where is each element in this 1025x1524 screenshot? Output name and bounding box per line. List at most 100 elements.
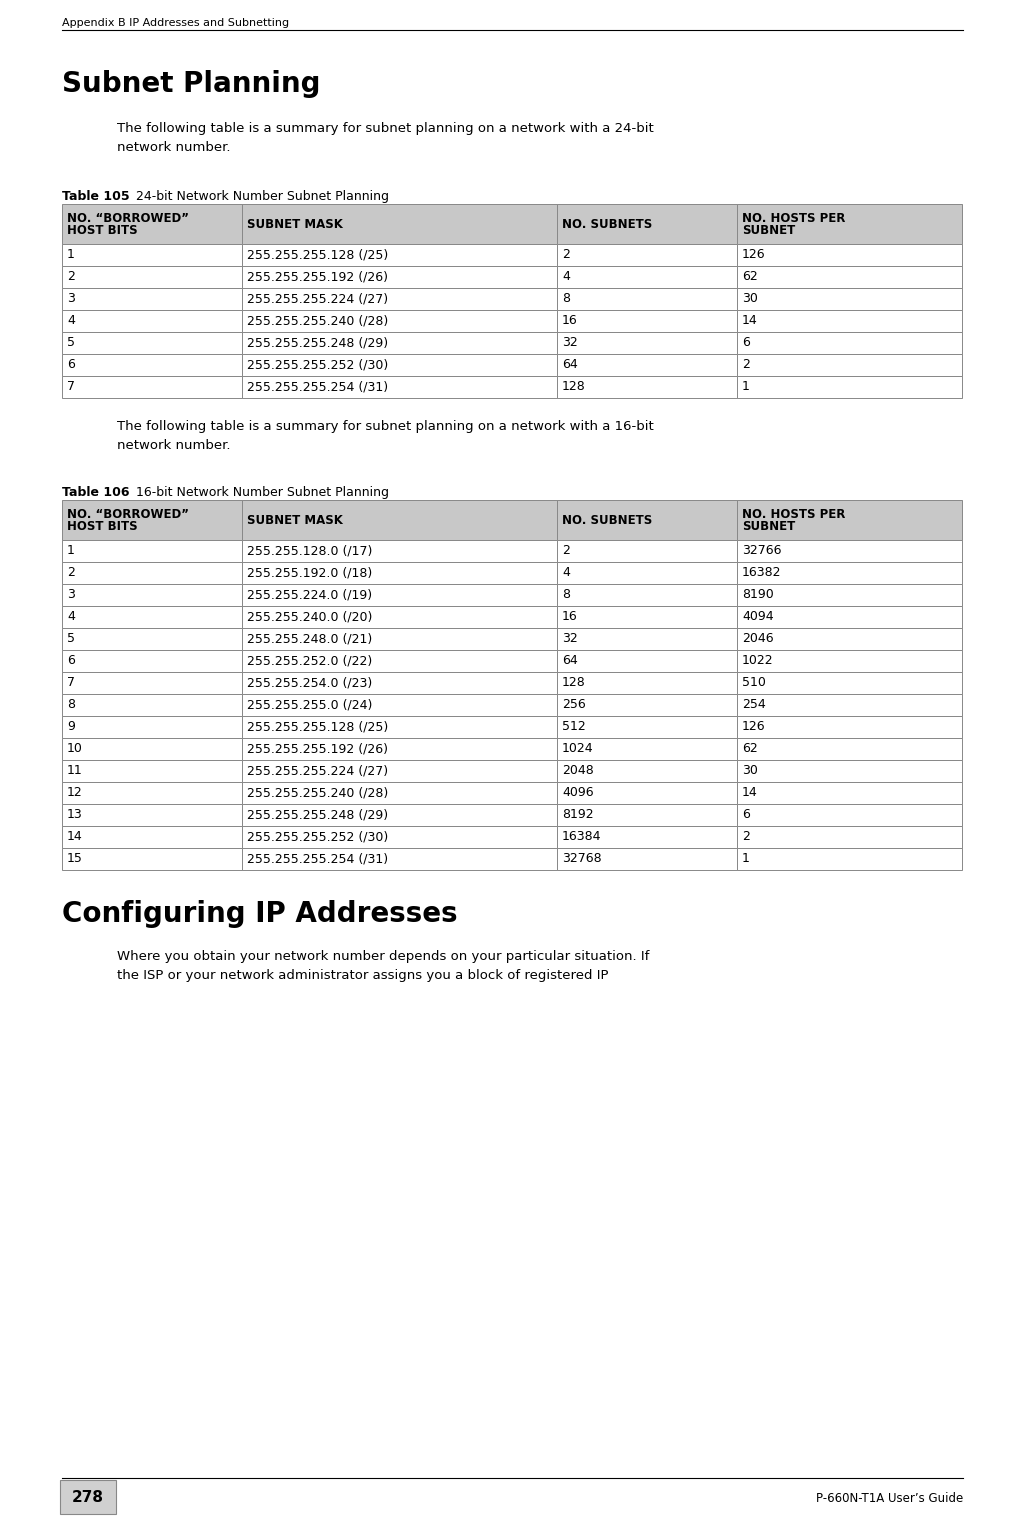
Bar [62, 782, 242, 805]
Text: SUBNET MASK: SUBNET MASK [247, 218, 343, 230]
Text: 126: 126 [742, 248, 766, 262]
Bar [737, 309, 962, 332]
Bar [62, 539, 242, 562]
Text: 32768: 32768 [562, 852, 602, 866]
Bar [737, 805, 962, 826]
Text: 6: 6 [742, 337, 750, 349]
Bar [242, 288, 557, 309]
Bar [62, 738, 242, 760]
Bar [737, 204, 962, 244]
Text: 10: 10 [67, 742, 83, 756]
Bar [557, 204, 737, 244]
Text: 128: 128 [562, 381, 585, 393]
Bar [737, 693, 962, 716]
Bar [242, 607, 557, 628]
Text: 2: 2 [742, 831, 750, 843]
Bar [62, 760, 242, 782]
Bar [62, 204, 242, 244]
Bar [242, 500, 557, 539]
Text: 15: 15 [67, 852, 83, 866]
Bar [62, 354, 242, 376]
Text: 1: 1 [67, 248, 75, 262]
Text: 30: 30 [742, 293, 757, 305]
Bar [557, 376, 737, 398]
Text: 255.255.192.0 (/18): 255.255.192.0 (/18) [247, 567, 372, 579]
Bar [242, 267, 557, 288]
Bar [737, 672, 962, 693]
Text: 7: 7 [67, 381, 75, 393]
Bar [62, 716, 242, 738]
Bar [62, 288, 242, 309]
Bar [62, 376, 242, 398]
Bar [242, 309, 557, 332]
Bar [242, 562, 557, 584]
Bar [737, 562, 962, 584]
Text: Where you obtain your network number depends on your particular situation. If
th: Where you obtain your network number dep… [117, 949, 650, 981]
Bar [557, 309, 737, 332]
Bar [242, 539, 557, 562]
Text: 16-bit Network Number Subnet Planning: 16-bit Network Number Subnet Planning [124, 486, 390, 498]
Bar [242, 354, 557, 376]
Text: 32: 32 [562, 632, 578, 646]
Text: 255.255.255.248 (/29): 255.255.255.248 (/29) [247, 809, 388, 821]
Text: NO. SUBNETS: NO. SUBNETS [562, 514, 652, 526]
Bar [242, 760, 557, 782]
Text: Subnet Planning: Subnet Planning [62, 70, 321, 98]
Bar [737, 782, 962, 805]
Text: 1: 1 [742, 381, 750, 393]
Text: 11: 11 [67, 765, 83, 777]
Text: 5: 5 [67, 337, 75, 349]
Text: 64: 64 [562, 358, 578, 372]
Text: 4: 4 [67, 611, 75, 623]
Text: 14: 14 [742, 314, 757, 328]
Text: Table 105: Table 105 [62, 190, 129, 203]
Bar [737, 716, 962, 738]
Text: 13: 13 [67, 809, 83, 821]
Text: 16: 16 [562, 314, 578, 328]
Text: 7: 7 [67, 677, 75, 689]
Bar [242, 693, 557, 716]
Text: 32766: 32766 [742, 544, 781, 558]
Bar [242, 584, 557, 607]
Bar [242, 847, 557, 870]
Text: HOST BITS: HOST BITS [67, 224, 137, 238]
Bar [242, 826, 557, 847]
Text: 8192: 8192 [562, 809, 593, 821]
Bar [242, 651, 557, 672]
Text: 255.255.240.0 (/20): 255.255.240.0 (/20) [247, 611, 372, 623]
Text: 2: 2 [67, 270, 75, 283]
Bar [737, 267, 962, 288]
Text: SUBNET MASK: SUBNET MASK [247, 514, 343, 526]
Bar [62, 805, 242, 826]
Bar [557, 651, 737, 672]
Text: 6: 6 [67, 358, 75, 372]
Bar [242, 204, 557, 244]
Text: NO. HOSTS PER: NO. HOSTS PER [742, 507, 846, 521]
Bar [557, 500, 737, 539]
Bar [737, 500, 962, 539]
Bar [62, 847, 242, 870]
Text: 255.255.255.252 (/30): 255.255.255.252 (/30) [247, 831, 388, 843]
Bar [557, 332, 737, 354]
Bar [557, 716, 737, 738]
Text: 4096: 4096 [562, 786, 593, 800]
Text: 8: 8 [67, 698, 75, 712]
Text: 256: 256 [562, 698, 585, 712]
Bar [737, 651, 962, 672]
Text: 126: 126 [742, 721, 766, 733]
Text: 255.255.248.0 (/21): 255.255.248.0 (/21) [247, 632, 372, 646]
Bar [60, 1480, 116, 1513]
Bar [62, 607, 242, 628]
Bar [737, 607, 962, 628]
Text: 278: 278 [72, 1489, 104, 1504]
Bar [62, 584, 242, 607]
Text: 14: 14 [742, 786, 757, 800]
Bar [62, 693, 242, 716]
Text: 255.255.255.248 (/29): 255.255.255.248 (/29) [247, 337, 388, 349]
Text: 64: 64 [562, 654, 578, 668]
Text: NO. “BORROWED”: NO. “BORROWED” [67, 507, 189, 521]
Bar [242, 628, 557, 651]
Text: HOST BITS: HOST BITS [67, 521, 137, 533]
Text: 8: 8 [562, 588, 570, 602]
Text: 4: 4 [562, 270, 570, 283]
